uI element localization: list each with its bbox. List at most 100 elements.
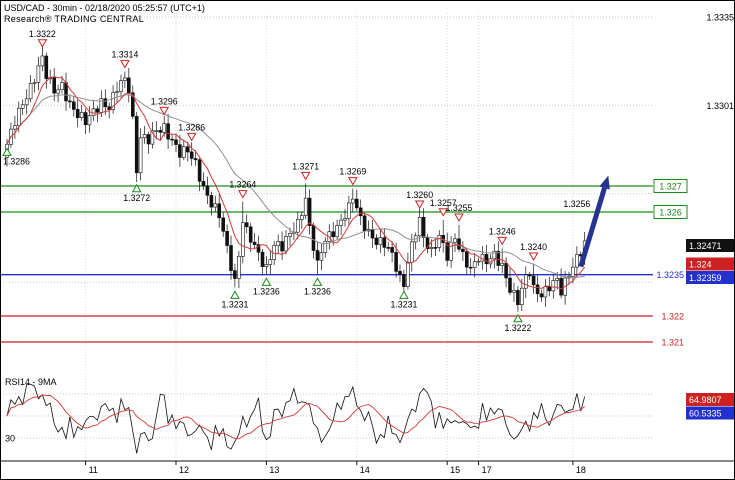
candle-body: [276, 241, 281, 246]
candle: [256, 235, 261, 262]
candle-body: [362, 215, 367, 232]
x-axis-tick-label: 13: [269, 465, 279, 475]
candle: [56, 84, 60, 103]
price-level-label: 1.327: [659, 182, 682, 192]
candle: [75, 99, 80, 128]
candle: [237, 251, 241, 289]
candle: [516, 286, 520, 312]
candle: [244, 214, 249, 234]
candle-body: [449, 242, 453, 261]
candle: [406, 252, 410, 290]
resistance-triangle-icon: [414, 200, 425, 210]
candle: [158, 126, 163, 141]
candle: [32, 79, 37, 93]
candle: [472, 252, 477, 278]
trend-arrow-shaft: [578, 187, 607, 268]
candle: [201, 172, 206, 190]
candle-body: [201, 181, 206, 187]
candle: [543, 279, 548, 307]
candle: [295, 211, 300, 239]
pivot-high-label: 1.3255: [445, 203, 472, 213]
candle: [457, 225, 461, 252]
candle-body: [429, 247, 434, 249]
candle-body: [398, 270, 402, 275]
price-badge-text: 1.32471: [689, 241, 722, 251]
resistance-triangle-icon: [497, 236, 508, 246]
candle: [241, 201, 245, 264]
candle-body: [303, 197, 308, 216]
candle: [421, 208, 426, 248]
candle: [115, 81, 119, 103]
candle-body: [193, 158, 198, 161]
candle-body: [103, 98, 108, 108]
candle-body: [453, 238, 457, 243]
resistance-triangle-icon: [454, 213, 464, 223]
pivot-high-label: 1.3240: [520, 242, 547, 252]
candle: [374, 234, 379, 250]
candle: [119, 74, 123, 98]
candle-body: [339, 219, 343, 226]
candle-body: [358, 207, 363, 217]
candle: [307, 189, 312, 235]
slow-ma-line: [6, 94, 585, 278]
candle-body: [559, 277, 563, 296]
candle-body: [13, 125, 17, 130]
candle: [276, 234, 281, 254]
candle-body: [323, 241, 328, 253]
candle: [508, 268, 512, 296]
candle-body: [531, 275, 536, 286]
candle-body: [378, 237, 383, 245]
candle: [539, 289, 544, 302]
candle: [197, 156, 202, 192]
candle-body: [115, 91, 119, 93]
candle: [461, 241, 465, 261]
candle-body: [492, 250, 497, 260]
candle-body: [158, 130, 163, 133]
fast-ma-line: [6, 76, 586, 290]
candle-body: [229, 245, 233, 271]
candle: [154, 121, 159, 140]
candle: [288, 227, 292, 246]
candle-body: [445, 242, 450, 261]
candle: [398, 264, 402, 282]
x-axis-tick-label: 17: [482, 465, 492, 475]
candle: [252, 233, 257, 249]
price-target-label: 1.3256: [563, 199, 590, 209]
resistance-triangle-icon: [237, 190, 248, 199]
candle-body: [252, 241, 257, 245]
candle: [378, 229, 383, 253]
candle-body: [280, 241, 284, 252]
pivot-low-label: 1.3231: [390, 299, 417, 309]
candle: [83, 108, 88, 134]
candle: [390, 240, 394, 263]
candle: [182, 139, 186, 161]
candle-body: [123, 77, 127, 82]
candle-body: [484, 254, 489, 265]
price-badge-text: 1.32359: [689, 273, 722, 283]
candle: [127, 68, 131, 103]
candle-body: [99, 98, 104, 113]
candle: [111, 85, 115, 114]
candle: [146, 131, 151, 154]
candle: [20, 99, 25, 115]
candle: [370, 220, 375, 248]
candle: [260, 249, 265, 275]
candle-body: [347, 202, 351, 219]
price-badge-text: 60.5335: [689, 409, 722, 419]
support-triangle-icon: [2, 147, 12, 156]
x-axis-tick-label: 18: [576, 465, 586, 475]
candle-body: [331, 231, 336, 237]
candle: [178, 134, 182, 167]
candle: [189, 142, 194, 166]
pivot-high-label: 1.3322: [29, 29, 56, 39]
candle-body: [464, 251, 469, 268]
x-axis-tick-label: 11: [89, 465, 98, 475]
candle: [464, 247, 469, 275]
candle: [575, 246, 579, 277]
candle: [350, 188, 355, 213]
candle: [134, 112, 139, 183]
resistance-triangle-icon: [300, 171, 311, 181]
pivot-high-label: 1.3264: [229, 180, 256, 190]
support-triangle-icon: [513, 313, 523, 323]
